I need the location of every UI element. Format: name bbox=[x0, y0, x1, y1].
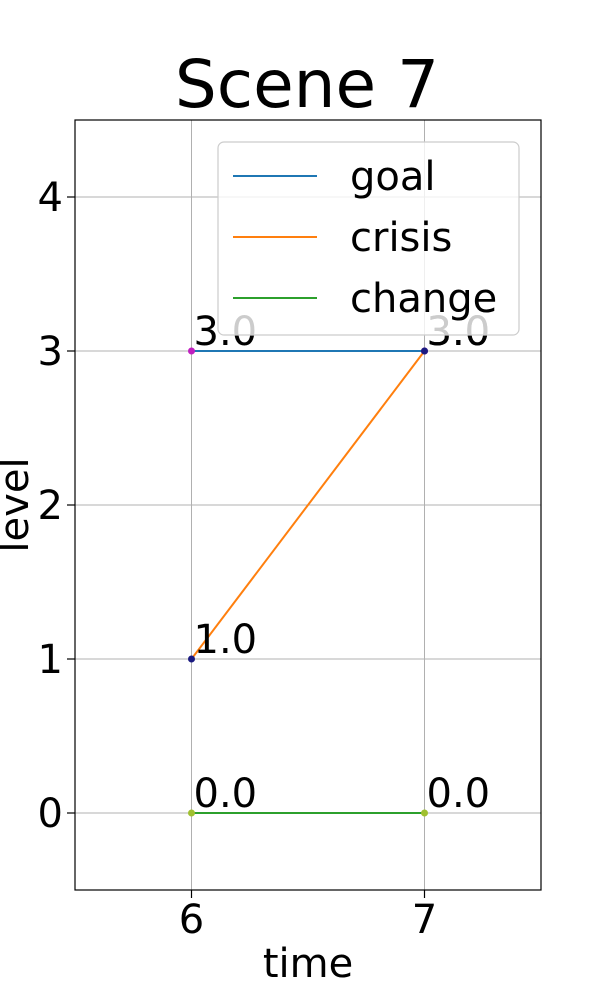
data-label-change: 0.0 bbox=[427, 771, 491, 817]
x-axis-label: time bbox=[263, 941, 353, 987]
y-axis-label: level bbox=[0, 457, 38, 552]
y-tick-label: 4 bbox=[38, 175, 63, 221]
y-tick-label: 1 bbox=[38, 637, 63, 683]
x-tick-label: 7 bbox=[412, 897, 437, 943]
y-tick-label: 3 bbox=[38, 329, 63, 375]
legend-entry-change: change bbox=[350, 276, 497, 322]
series-line-crisis bbox=[190, 350, 426, 660]
data-point-crisis bbox=[421, 347, 428, 355]
data-point-goal bbox=[188, 347, 195, 355]
data-label-crisis: 1.0 bbox=[194, 617, 258, 663]
x-tick-label: 6 bbox=[179, 897, 204, 943]
chart-title: Scene 7 bbox=[175, 46, 439, 123]
legend-box bbox=[217, 141, 520, 336]
data-point-change bbox=[421, 809, 428, 817]
legend-entry-goal: goal bbox=[350, 154, 436, 200]
y-tick-label: 2 bbox=[38, 483, 63, 529]
data-point-crisis bbox=[188, 655, 195, 663]
legend-entry-crisis: crisis bbox=[350, 215, 452, 261]
data-label-change: 0.0 bbox=[194, 771, 258, 817]
series-lines: 3.03.01.03.00.00.0 bbox=[188, 309, 490, 817]
legend: goal crisis change bbox=[217, 141, 520, 336]
axis-ticks: 6 7 0 1 2 3 4 bbox=[38, 175, 438, 943]
data-point-change bbox=[188, 809, 195, 817]
y-tick-label: 0 bbox=[38, 791, 63, 837]
